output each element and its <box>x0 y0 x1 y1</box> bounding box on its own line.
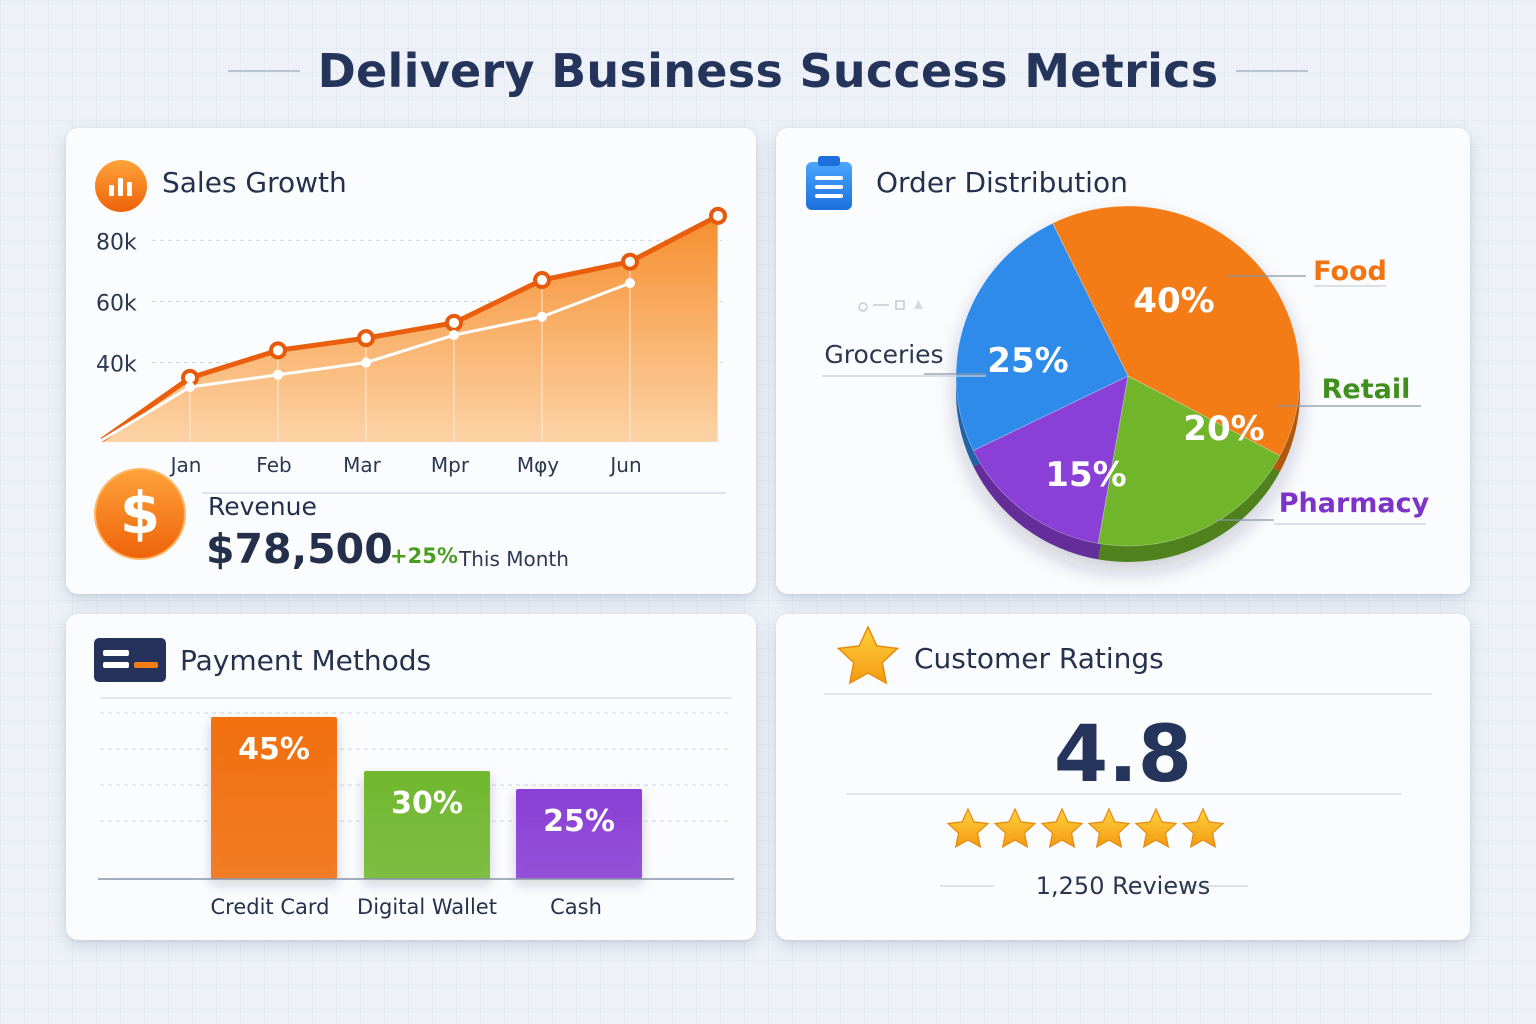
sales-upper-point <box>709 206 727 225</box>
order-distribution-title: Order Distribution <box>876 166 1128 199</box>
pie-label-retail: Retail <box>1322 374 1411 405</box>
title-line-right <box>1236 70 1309 72</box>
pie-label-food: Food <box>1313 256 1387 287</box>
sales-upper-point <box>269 341 287 360</box>
star-icon <box>836 625 900 685</box>
pie-label-groceries: Groceries <box>824 340 943 369</box>
sales-upper-line <box>100 213 720 443</box>
pie-percent-retail: 20% <box>1183 409 1264 449</box>
rating-star <box>993 807 1037 849</box>
payment-category-label: Cash <box>550 895 602 919</box>
order-distribution-canvas: 40% Food 20% Retail 15% Pharmacy 25% Groceries <box>806 156 1430 562</box>
pie-percent-food: 40% <box>1133 281 1214 321</box>
pie-slice-retail <box>1097 375 1281 547</box>
sales-lower-point <box>361 357 371 368</box>
customer-ratings-canvas <box>824 625 1432 887</box>
customer-ratings-card: Customer Ratings 4.8 1,250 Reviews <box>776 614 1470 940</box>
sales-lower-point <box>537 311 547 322</box>
payment-methods-canvas: 45% 30% 25% Credit Card Digital Wallet Cash <box>94 638 734 919</box>
payment-bar-label: 45% <box>238 732 310 767</box>
credit-card-icon <box>94 638 166 682</box>
sales-growth-title: Sales Growth <box>162 166 347 199</box>
rating-star <box>1134 807 1178 849</box>
sales-growth-card: 80k 60k 40k Jan Feb Mar Mpr Mφy Jun $ Sales Gro… <box>66 128 756 594</box>
pie-slice-food <box>1052 205 1301 457</box>
decorative-shapes <box>858 300 923 312</box>
revenue-growth-suffix: This Month <box>459 547 569 571</box>
sales-xtick-label: Mpr <box>431 453 470 477</box>
sales-upper-point <box>621 252 639 271</box>
sales-lower-point <box>273 369 283 380</box>
sales-area <box>102 215 718 442</box>
revenue-growth-value: +25% <box>390 544 458 568</box>
pie-slice-groceries <box>955 222 1129 452</box>
sales-lower-point <box>449 330 459 341</box>
pie-percent-groceries: 25% <box>987 341 1068 381</box>
customer-ratings-title: Customer Ratings <box>914 642 1164 675</box>
sales-ytick-label: 80k <box>96 230 137 255</box>
svg-text:$: $ <box>120 479 160 547</box>
sales-lower-point <box>185 382 195 392</box>
payment-bar-label: 25% <box>543 804 615 839</box>
payment-bar-cash <box>516 789 642 879</box>
sales-ytick-label: 60k <box>96 291 137 316</box>
rating-star <box>1040 807 1084 849</box>
sales-growth-canvas: 80k 60k 40k Jan Feb Mar Mpr Mφy Jun $ <box>94 160 727 560</box>
page-header: Delivery Business Success Metrics <box>0 36 1536 106</box>
sales-xtick-label: Mar <box>343 453 382 477</box>
payment-bar-label: 30% <box>391 786 463 821</box>
payment-category-label: Credit Card <box>211 895 330 919</box>
sales-xtick-label: Jun <box>608 453 641 477</box>
revenue-value: $78,500 <box>206 525 393 573</box>
revenue-label: Revenue <box>208 492 317 521</box>
sales-ytick-label: 40k <box>96 353 137 378</box>
payment-bar-credit-card <box>211 717 337 879</box>
pie-percent-pharmacy: 15% <box>1045 455 1126 495</box>
rating-star <box>946 807 990 849</box>
dollar-icon: $ <box>94 468 186 560</box>
payment-methods-card: 45% 30% 25% Credit Card Digital Wallet Cash … <box>66 614 756 940</box>
reviews-count: 1,250 Reviews <box>1035 872 1211 900</box>
clipboard-icon <box>806 156 852 210</box>
pie-label-pharmacy: Pharmacy <box>1279 488 1430 519</box>
sales-upper-point <box>533 271 551 290</box>
sales-xtick-label: Jan <box>169 453 202 477</box>
pie-slice-pharmacy <box>972 375 1129 544</box>
sales-xtick-label: Mφy <box>517 453 559 477</box>
payment-bar-digital-wallet <box>364 771 490 879</box>
sales-lower-point <box>625 278 635 289</box>
sales-upper-point <box>357 329 375 348</box>
rating-star <box>1181 807 1225 849</box>
rating-value: 4.8 <box>1053 710 1193 800</box>
sales-upper-point <box>445 313 463 332</box>
sales-xtick-label: Feb <box>256 453 291 477</box>
order-distribution-card: 40% Food 20% Retail 15% Pharmacy 25% Groceries … <box>776 128 1470 594</box>
payment-methods-title: Payment Methods <box>180 644 432 677</box>
page-title: Delivery Business Success Metrics <box>317 44 1219 98</box>
title-line-left <box>227 70 300 72</box>
payment-category-label: Digital Wallet <box>357 895 497 919</box>
bar-chart-icon <box>95 160 147 212</box>
rating-star <box>1087 807 1131 849</box>
